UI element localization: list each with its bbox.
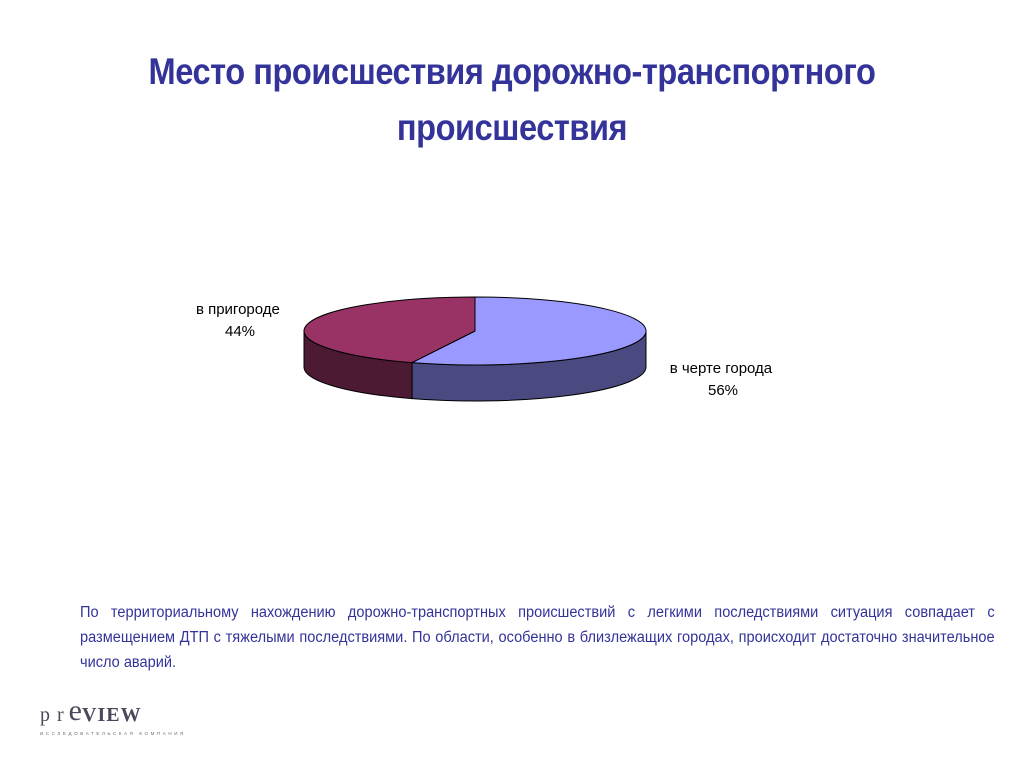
slice-label-suburb-value: 44% — [225, 323, 255, 340]
slice-label-suburb-name: в пригороде — [196, 301, 280, 318]
logo-wordmark: preVIEW — [40, 696, 142, 727]
slice-label-suburb: в пригороде 44% — [196, 301, 284, 340]
slice-label-city-value: 56% — [708, 382, 738, 399]
slice-label-city: в черте города 56% — [670, 360, 777, 399]
logo-part-pr: pr — [40, 704, 71, 726]
logo-part-e: e — [68, 694, 82, 727]
logo-part-view: VIEW — [82, 704, 142, 726]
pie-labels: в пригороде 44% в черте города 56% — [196, 301, 777, 399]
slice-label-city-name: в черте города — [670, 360, 773, 377]
slide-title: Место происшествия дорожно-транспортного… — [148, 51, 876, 148]
pie-tops — [303, 296, 647, 366]
company-logo: preVIEW ИССЛЕДОВАТЕЛЬСКАЯ КОМПАНИЯ — [40, 696, 183, 744]
pie-slice-в-черте-города — [411, 296, 647, 366]
description-text: По территориальному нахождению дорожно-т… — [80, 604, 995, 671]
logo-tagline: ИССЛЕДОВАТЕЛЬСКАЯ КОМПАНИЯ — [40, 731, 186, 736]
pie-slice-в-пригороде — [303, 296, 476, 364]
